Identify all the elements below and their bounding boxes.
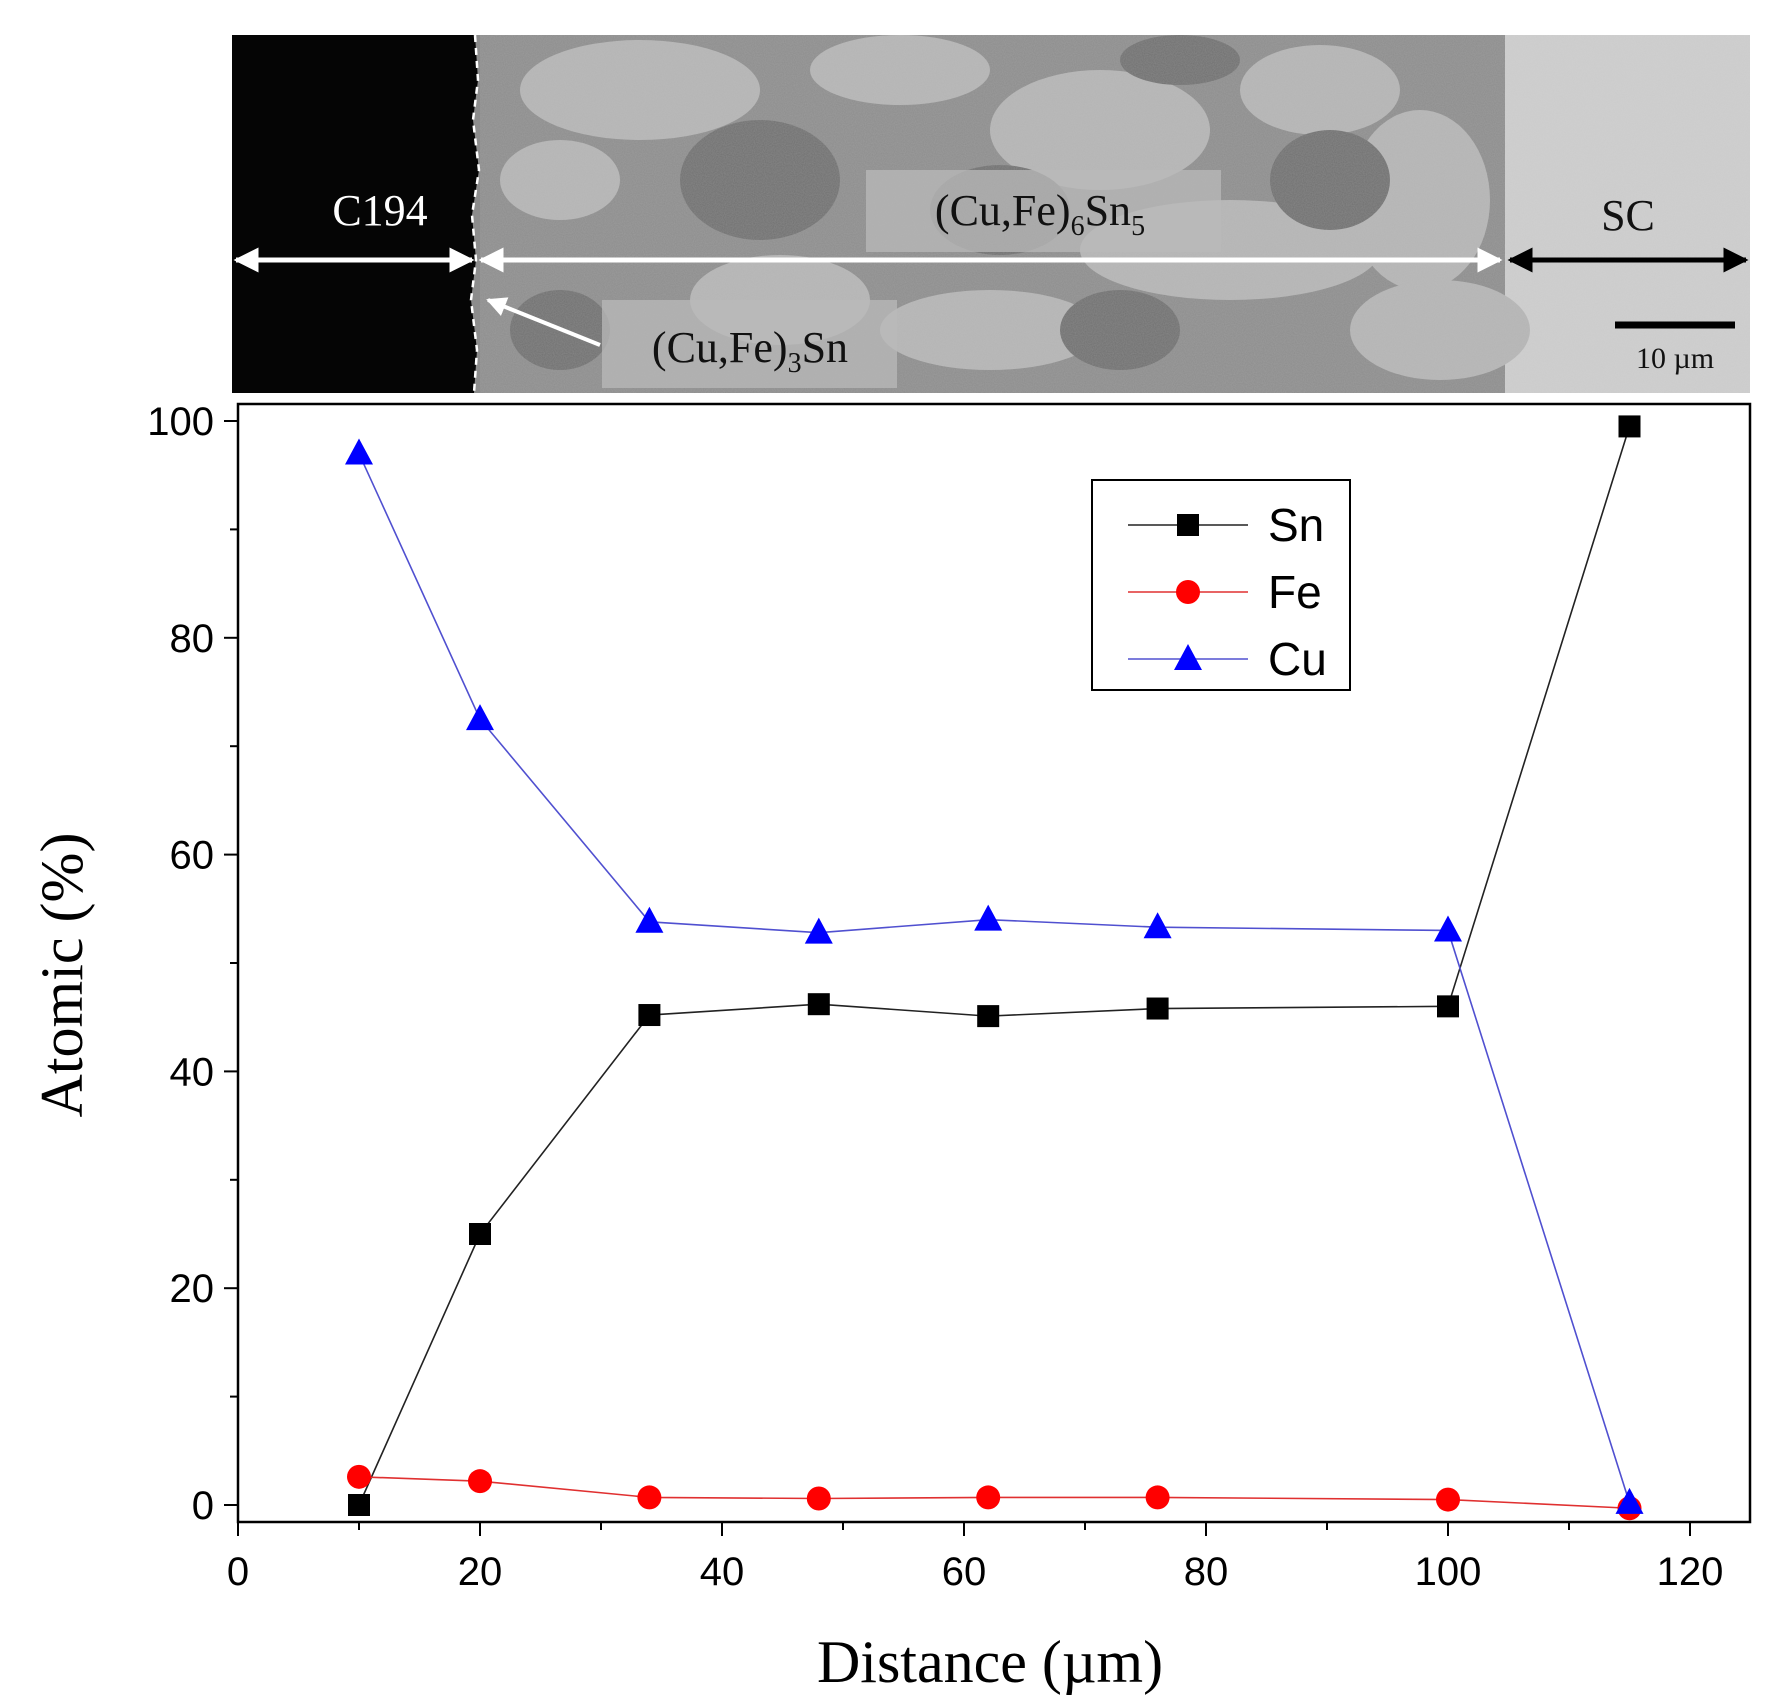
y-axis-title: Atomic (%): [29, 833, 95, 1118]
legend-box: [1091, 479, 1351, 691]
substrate-region: [232, 35, 479, 393]
data-point-sn: [977, 1005, 1000, 1028]
legend-item-sn: Sn: [1128, 499, 1324, 551]
plot-frame: [236, 402, 1752, 1524]
x-tick-label: 40: [700, 1550, 745, 1594]
data-point-cu: [1434, 915, 1462, 942]
imc-thin-label-bg: [602, 300, 897, 388]
y-tick-label: 0: [192, 1484, 214, 1528]
imc-main-label: (Cu,Fe)6Sn5: [935, 186, 1145, 242]
legend-marker-cu: [1174, 644, 1202, 670]
data-point-cu: [974, 904, 1003, 931]
legend-label-cu: Cu: [1268, 633, 1327, 685]
legend-marker-fe: [1176, 580, 1200, 604]
data-point-fe: [976, 1485, 1001, 1510]
data-point-sn: [807, 993, 830, 1016]
sem-micrograph: C194 (Cu,Fe)6Sn5 (Cu,Fe)3Sn SC 10 µm: [232, 34, 1750, 394]
data-point-sn: [1618, 415, 1641, 438]
chart: 0 20 40 60 80 100 120 0 20 40 60 80 100 Distance (µ…: [29, 400, 1752, 1695]
imc-thin-pointer-arrow: [486, 297, 601, 347]
series-line-sn: [358, 426, 1631, 1506]
data-point-sn: [638, 1004, 661, 1027]
y-tick-label: 20: [170, 1267, 215, 1311]
series-line-cu: [358, 453, 1631, 1504]
data-point-cu: [1143, 912, 1172, 939]
x-axis: 0 20 40 60 80 100 120: [227, 1522, 1724, 1594]
legend: Sn Fe Cu: [1091, 479, 1351, 691]
series-cu: [345, 438, 1644, 1514]
y-axis: 0 20 40 60 80 100: [147, 400, 238, 1528]
legend-label-sn: Sn: [1268, 499, 1324, 551]
data-point-sn: [469, 1223, 491, 1245]
data-point-cu: [804, 917, 833, 944]
data-point-fe: [1436, 1487, 1460, 1512]
x-tick-label: 60: [942, 1550, 987, 1594]
legend-marker-sn: [1177, 514, 1199, 536]
data-point-cu: [1615, 1487, 1644, 1514]
scale-bar-label: 10 µm: [1636, 342, 1714, 375]
series-sn: [348, 415, 1641, 1516]
x-tick-label: 100: [1415, 1550, 1482, 1594]
imc-main-label-bg: [866, 170, 1221, 252]
legend-item-cu: Cu: [1128, 633, 1327, 685]
y-tick-label: 40: [170, 1050, 215, 1094]
y-tick-label: 80: [170, 617, 215, 661]
legend-item-fe: Fe: [1128, 566, 1322, 618]
data-point-cu: [635, 906, 664, 933]
substrate-label: C194: [332, 186, 427, 235]
data-point-sn: [1146, 997, 1169, 1020]
legend-items: Sn Fe Cu: [1128, 499, 1327, 685]
data-point-fe: [468, 1469, 492, 1494]
x-axis-title: Distance (µm): [817, 1629, 1163, 1695]
data-point-cu: [345, 438, 373, 465]
x-tick-label: 80: [1184, 1550, 1229, 1594]
legend-label-fe: Fe: [1268, 566, 1322, 618]
x-tick-label: 120: [1657, 1550, 1724, 1594]
imc-thin-label: (Cu,Fe)3Sn: [652, 323, 848, 379]
solder-label: SC: [1601, 191, 1655, 240]
series-line-fe: [358, 1476, 1630, 1510]
data-point-fe: [347, 1464, 371, 1489]
data-point-sn: [1437, 995, 1459, 1018]
data-point-fe: [637, 1485, 662, 1510]
data-point-cu: [466, 704, 494, 731]
x-tick-label: 20: [458, 1550, 503, 1594]
data-point-fe: [1145, 1485, 1170, 1510]
x-tick-label: 0: [227, 1550, 249, 1594]
data-point-fe: [806, 1486, 831, 1511]
y-tick-label: 60: [170, 834, 215, 878]
interface-dashed-line: [469, 34, 481, 394]
data-point-sn: [348, 1494, 370, 1516]
y-tick-label: 100: [147, 400, 214, 444]
series-layer: [345, 415, 1644, 1521]
